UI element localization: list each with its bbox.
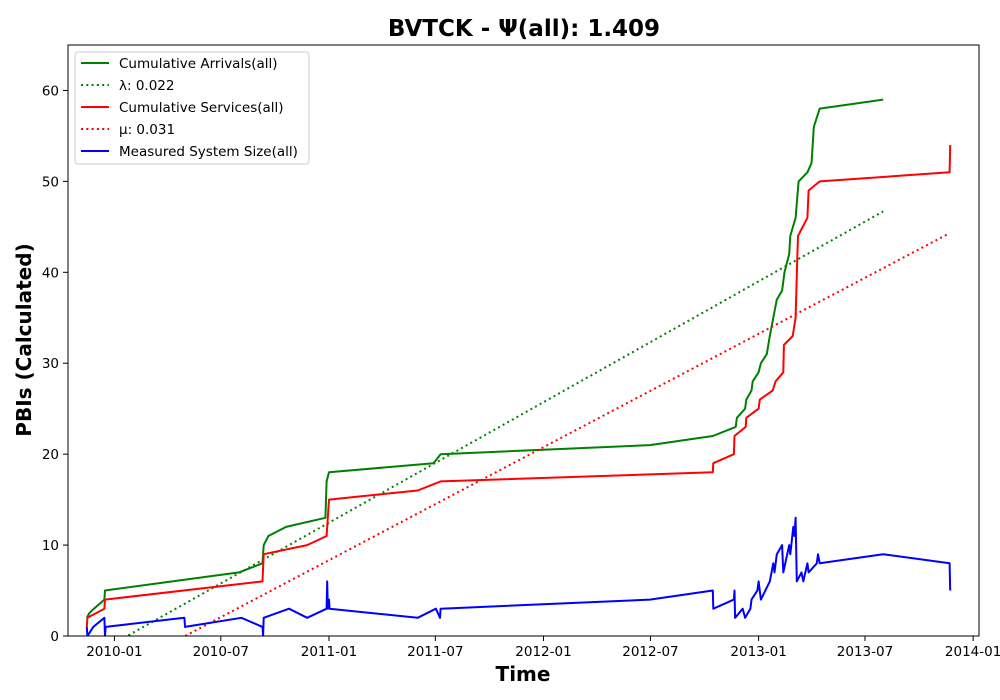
- plot-frame: [67, 44, 980, 637]
- legend-label-cumulative-services-all: Cumulative Services(all): [119, 100, 284, 116]
- x-tick-label: 2012-01: [515, 644, 571, 660]
- series-line-2-0-022: [125, 210, 884, 636]
- x-axis: 2010-01 2010-07 2011-01 2011-07 2012-01 2012-…: [86, 636, 1000, 660]
- x-tick-label: 2011-01: [301, 644, 357, 660]
- y-axis-label: PBIs (Calculated): [12, 243, 36, 436]
- legend-box: [74, 51, 310, 165]
- y-tick-label: 40: [42, 265, 59, 281]
- y-tick-label: 50: [42, 174, 59, 190]
- y-tick-label: 20: [42, 447, 59, 463]
- x-axis-label: Time: [496, 662, 551, 686]
- legend-label-measured-system-size-all: Measured System Size(all): [119, 144, 298, 160]
- series-line-5-measured-system-size-all: [85, 516, 952, 636]
- x-tick-label: 2010-01: [86, 644, 142, 660]
- legend-label-0-031: μ: 0.031: [119, 122, 175, 138]
- legend: Cumulative Arrivals(all) λ: 0.022 Cumulati…: [74, 51, 310, 165]
- x-tick-label: 2012-07: [622, 644, 678, 660]
- series-line-1-cumulative-arrivals-all: [85, 98, 884, 619]
- y-tick-label: 10: [42, 538, 59, 554]
- x-tick-label: 2011-07: [407, 644, 463, 660]
- series-line-4-0-031: [182, 232, 951, 636]
- x-tick-label: 2013-07: [837, 644, 893, 660]
- chart-title: BVTCK - Ψ(all): 1.409: [388, 16, 660, 42]
- x-tick-label: 2014-01: [945, 644, 1000, 660]
- y-tick-label: 30: [42, 356, 59, 372]
- legend-label-0-022: λ: 0.022: [119, 78, 174, 94]
- x-tick-label: 2013-01: [730, 644, 786, 660]
- legend-label-cumulative-arrivals-all: Cumulative Arrivals(all): [119, 56, 278, 72]
- series-layer: [85, 98, 952, 636]
- y-tick-label: 60: [42, 83, 59, 99]
- y-tick-label: 0: [50, 629, 59, 645]
- y-axis: 0 10 20 30 40 50 60: [42, 83, 68, 645]
- series-line-3-cumulative-services-all: [85, 144, 952, 627]
- x-tick-label: 2010-07: [193, 644, 249, 660]
